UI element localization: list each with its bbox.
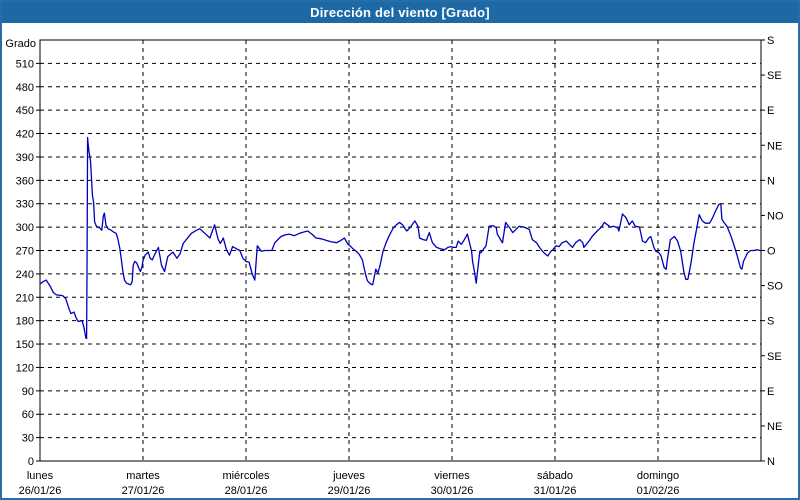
compass-label: SE: [767, 70, 782, 82]
y-axis-left-tick-label: 480: [16, 82, 34, 94]
compass-label: NE: [767, 421, 782, 433]
y-axis-left-tick-label: 240: [16, 269, 34, 281]
y-axis-left-tick-label: 360: [16, 175, 34, 187]
compass-label: S: [767, 316, 774, 328]
y-axis-left-tick-label: 330: [16, 199, 34, 211]
day-name-label: lunes: [27, 470, 54, 482]
day-name-label: miércoles: [222, 470, 270, 482]
y-axis-left-tick-label: 510: [16, 58, 34, 70]
y-axis-left-tick-label: 120: [16, 362, 34, 374]
chart-title: Dirección del viento [Grado]: [310, 5, 490, 20]
compass-label: E: [767, 105, 774, 117]
day-date-label: 30/01/26: [431, 485, 474, 497]
compass-label: SE: [767, 351, 782, 363]
compass-label: NE: [767, 140, 782, 152]
y-axis-left-tick-label: 60: [22, 409, 34, 421]
wind-direction-line: [39, 136, 761, 340]
y-axis-left-tick-label: 0: [28, 456, 34, 468]
day-date-label: 28/01/26: [225, 485, 268, 497]
compass-label: S: [767, 35, 774, 47]
y-axis-left-tick-label: 420: [16, 129, 34, 141]
y-axis-left-tick-label: 210: [16, 292, 34, 304]
compass-label: SO: [767, 281, 783, 293]
day-date-label: 26/01/26: [19, 485, 62, 497]
y-axis-left-tick-label: 30: [22, 433, 34, 445]
day-name-label: sábado: [537, 470, 573, 482]
title-bar: Dirección del viento [Grado]: [2, 2, 798, 23]
compass-label: NO: [767, 210, 784, 222]
day-name-label: domingo: [637, 470, 679, 482]
y-axis-left-tick-label: 300: [16, 222, 34, 234]
day-date-label: 27/01/26: [122, 485, 165, 497]
compass-label: O: [767, 246, 776, 258]
y-axis-left-tick-label: 150: [16, 339, 34, 351]
y-axis-left-tick-label: 450: [16, 105, 34, 117]
day-date-label: 01/02/26: [637, 485, 680, 497]
y-axis-left-tick-label: 390: [16, 152, 34, 164]
day-name-label: jueves: [332, 470, 365, 482]
compass-label: N: [767, 456, 775, 468]
y-axis-left-tick-label: 180: [16, 316, 34, 328]
day-date-label: 29/01/26: [328, 485, 371, 497]
y-axis-left-tick-label: 90: [22, 386, 34, 398]
y-axis-left-tick-label: 270: [16, 246, 34, 258]
y-axis-left-title: Grado: [5, 38, 36, 50]
day-date-label: 31/01/26: [534, 485, 577, 497]
compass-label: E: [767, 386, 774, 398]
compass-label: N: [767, 175, 775, 187]
day-name-label: martes: [126, 470, 160, 482]
day-name-label: viernes: [434, 470, 470, 482]
